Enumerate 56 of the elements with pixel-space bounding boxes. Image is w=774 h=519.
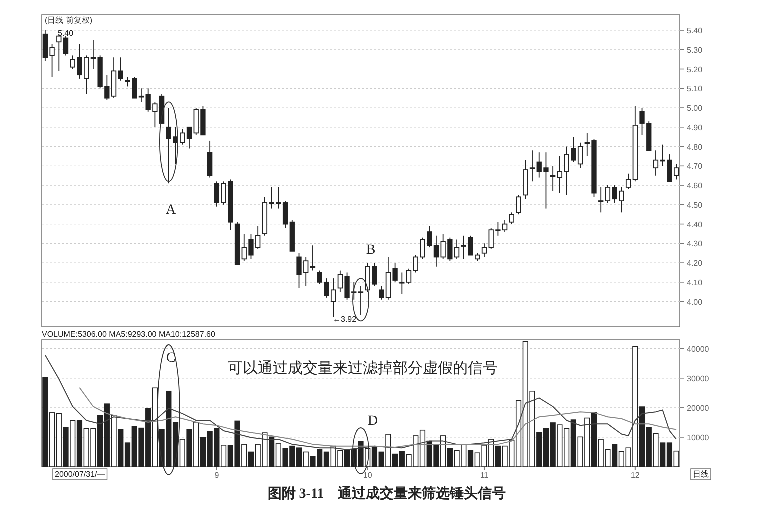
candlestick: [358, 286, 364, 316]
y-tick-label: 5.30: [687, 46, 704, 55]
candlestick: [406, 268, 412, 285]
y-tick-label: 4.00: [687, 298, 704, 307]
y-tick-label: 5.00: [687, 104, 704, 114]
candlestick: [118, 57, 124, 82]
y-tick-label: 4.40: [687, 220, 704, 230]
x-tick-label: 10: [363, 471, 373, 480]
candlestick: [310, 245, 316, 272]
annotation: 5.40: [58, 29, 74, 38]
candlestick: [208, 140, 213, 178]
candlestick: [653, 150, 659, 176]
annotation: A: [166, 203, 177, 218]
annotation: ←3.92: [333, 315, 358, 324]
candlestick: [626, 173, 632, 190]
text: 日线: [693, 470, 709, 479]
candlestick: [530, 150, 536, 182]
y-tick-label: 4.30: [687, 240, 704, 249]
candlestick: [63, 36, 69, 56]
text: 图附 3-11 通过成交量来筛选锤头信号: [268, 485, 506, 502]
x-tick-label: 9: [214, 471, 220, 480]
chart-title: (日线 前复权): [45, 16, 93, 25]
y-tick-label: 4.10: [687, 278, 704, 288]
y-tick-label: 4.80: [687, 142, 704, 152]
candlestick: [578, 142, 584, 169]
y-tick-label: 5.10: [687, 84, 704, 94]
annotation: C: [166, 351, 176, 366]
y-tick-label: 5.20: [687, 65, 704, 74]
candlestick: [509, 212, 514, 225]
candlestick: [400, 272, 405, 295]
x-tick-label: 11: [480, 471, 490, 480]
candlestick: [186, 126, 192, 150]
candlestick: [482, 243, 488, 258]
candlestick: [516, 194, 522, 216]
annotation: 可以通过成交量来过滤掉部分虚假的信号: [228, 360, 498, 377]
y-tick-label: 4.50: [687, 200, 704, 210]
y-tick-label: 30000: [687, 374, 710, 384]
candlestick: [379, 286, 384, 300]
text: 2000/07/31/—: [55, 470, 106, 479]
annotation: D: [368, 414, 378, 429]
line-series: [44, 354, 678, 450]
y-tick-label: 10000: [687, 433, 710, 442]
candlestick: [605, 185, 611, 204]
line-series: [79, 387, 678, 448]
y-tick-label: 4.60: [687, 182, 704, 191]
y-tick-label: 20000: [687, 404, 710, 413]
y-tick-label: 5.40: [687, 26, 704, 36]
y-tick-label: 40000: [687, 344, 710, 354]
y-tick-label: 4.90: [687, 123, 704, 132]
y-tick-label: 4.70: [687, 162, 704, 172]
text: VOLUME:5306.00 MA5:9293.00 MA10:12587.60: [42, 330, 216, 339]
candlestick: [180, 128, 186, 146]
annotation: B: [366, 243, 376, 258]
candlestick: [598, 187, 604, 214]
x-tick-label: 12: [630, 471, 640, 480]
y-tick-label: 4.20: [687, 259, 704, 268]
